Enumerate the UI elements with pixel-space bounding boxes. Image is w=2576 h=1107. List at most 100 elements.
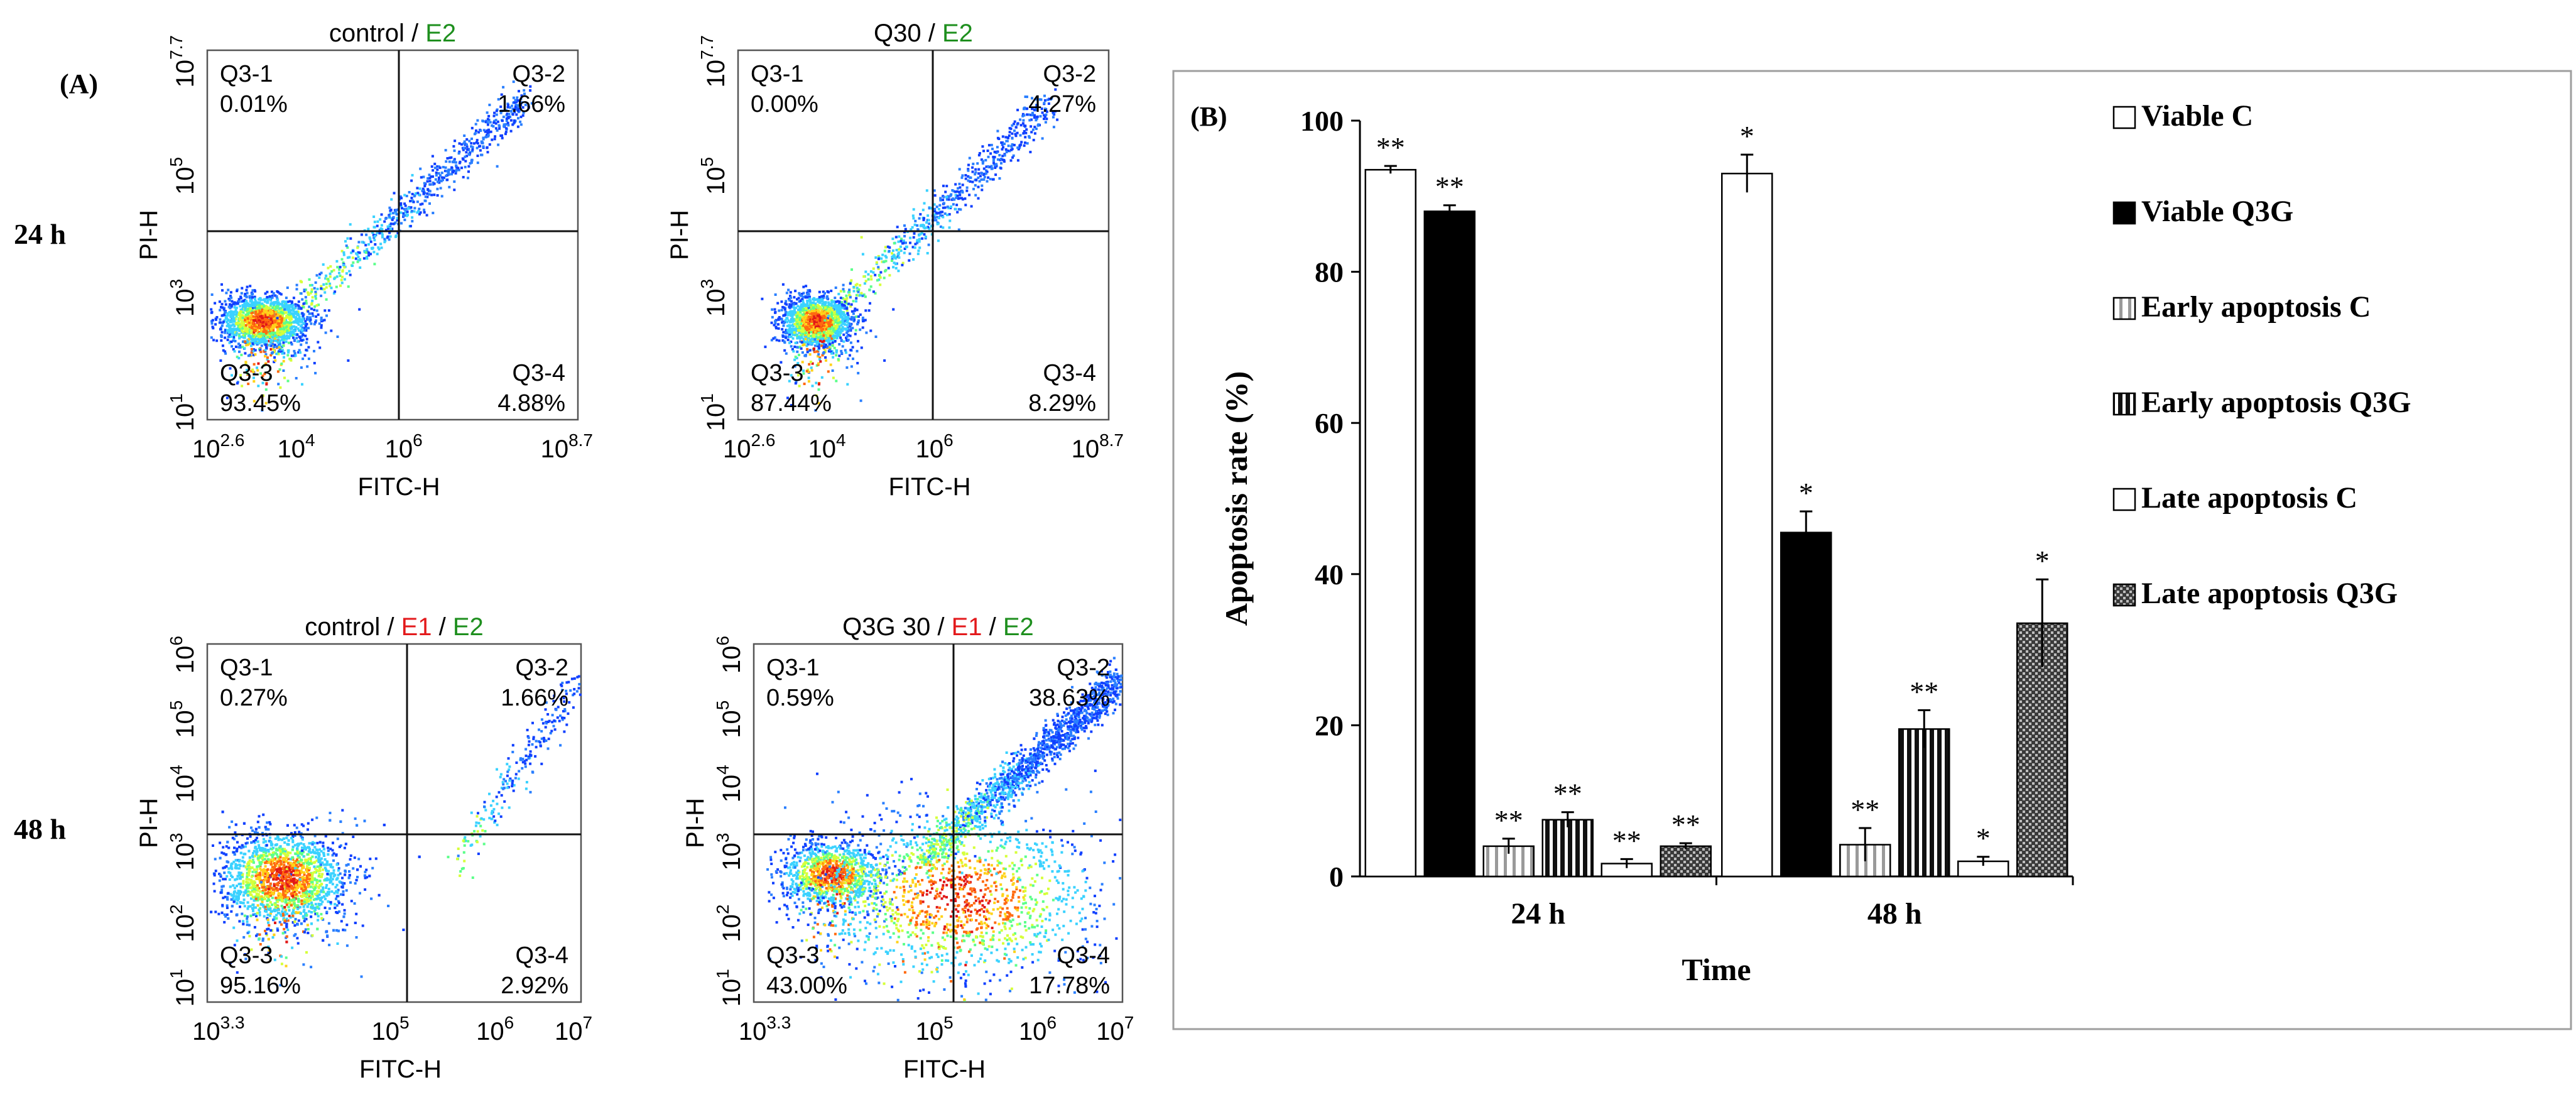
event-dot <box>468 153 470 155</box>
event-dot <box>281 315 284 317</box>
event-dot <box>974 194 977 197</box>
event-dot <box>790 313 793 315</box>
event-dot <box>325 275 327 277</box>
event-dot <box>905 228 907 231</box>
event-dot <box>254 300 257 302</box>
event-dot <box>225 292 227 294</box>
event-dot <box>248 324 251 327</box>
event-dot <box>472 876 474 879</box>
event-dot <box>790 297 792 299</box>
event-dot <box>1000 162 1003 165</box>
event-dot <box>845 295 847 297</box>
event-dot <box>478 145 481 148</box>
event-dot <box>226 317 228 320</box>
event-dot <box>292 337 295 339</box>
event-dot <box>1016 146 1019 149</box>
event-dot <box>781 309 783 312</box>
event-dot <box>783 341 786 343</box>
event-dot <box>798 292 800 295</box>
event-dot <box>1033 139 1035 141</box>
event-dot <box>246 286 249 288</box>
event-dot <box>809 339 812 341</box>
event-dot <box>977 186 980 188</box>
event-dot <box>487 121 489 124</box>
event-dot <box>248 322 251 324</box>
event-dot <box>838 343 840 346</box>
event-dot <box>435 172 438 174</box>
event-dot <box>918 246 921 249</box>
y-tick-label: 103 <box>166 279 199 317</box>
event-dot <box>788 342 791 344</box>
event-dot <box>771 308 773 311</box>
event-dot <box>406 214 409 216</box>
event-dot <box>252 342 254 345</box>
event-dot <box>488 104 491 106</box>
event-dot <box>255 317 258 319</box>
event-dot <box>506 119 508 122</box>
event-dot <box>235 314 237 316</box>
event-dot <box>829 332 832 334</box>
event-dot <box>369 236 371 239</box>
event-dot <box>281 330 283 332</box>
event-dot <box>341 276 344 278</box>
event-dot <box>540 745 542 748</box>
event-dot <box>846 324 849 327</box>
event-dot <box>776 339 778 341</box>
event-dot <box>311 819 313 821</box>
event-dot <box>849 354 851 357</box>
event-dot <box>1019 143 1022 146</box>
event-dot <box>820 307 822 310</box>
event-dot <box>965 190 968 192</box>
event-dot <box>473 830 476 832</box>
event-dot <box>847 319 849 321</box>
title-part: control / <box>305 613 401 641</box>
event-dot <box>898 248 901 251</box>
event-dot <box>811 369 813 372</box>
event-dot <box>413 201 415 204</box>
event-dot <box>463 860 465 863</box>
event-dot <box>852 286 855 288</box>
event-dot <box>387 236 389 238</box>
event-dot <box>259 351 262 353</box>
event-dot <box>394 210 397 213</box>
event-dot <box>994 156 996 158</box>
event-dot <box>798 335 800 338</box>
event-dot <box>774 293 777 296</box>
event-dot <box>817 309 819 312</box>
event-dot <box>393 192 396 194</box>
event-dot <box>883 276 886 279</box>
event-dot <box>320 285 322 288</box>
event-dot <box>867 278 870 281</box>
event-dot <box>231 324 233 327</box>
event-dot <box>428 177 431 180</box>
event-dot <box>938 204 941 207</box>
event-dot <box>783 349 786 352</box>
event-dot <box>410 180 413 182</box>
event-dot <box>964 174 967 177</box>
event-dot <box>245 300 247 302</box>
event-dot <box>1041 137 1044 139</box>
event-dot <box>259 326 261 329</box>
event-dot <box>242 330 244 333</box>
x-axis-title: FITC-H <box>888 473 970 501</box>
event-dot <box>351 264 354 267</box>
event-dot <box>291 343 293 346</box>
event-dot <box>314 372 317 374</box>
event-dot <box>342 264 345 266</box>
event-dot <box>855 329 857 332</box>
event-dot <box>320 319 323 321</box>
event-dot <box>938 217 940 219</box>
event-dot <box>420 203 422 205</box>
event-dot <box>1000 141 1003 144</box>
event-dot <box>821 299 823 302</box>
event-dot <box>823 292 826 295</box>
event-dot <box>960 197 963 199</box>
event-dot <box>992 162 995 165</box>
event-dot <box>270 319 273 321</box>
event-dot <box>913 208 915 210</box>
event-dot <box>761 298 763 300</box>
event-dot <box>278 320 280 322</box>
event-dot <box>280 363 283 365</box>
event-dot <box>403 214 405 217</box>
event-dot <box>388 238 391 241</box>
